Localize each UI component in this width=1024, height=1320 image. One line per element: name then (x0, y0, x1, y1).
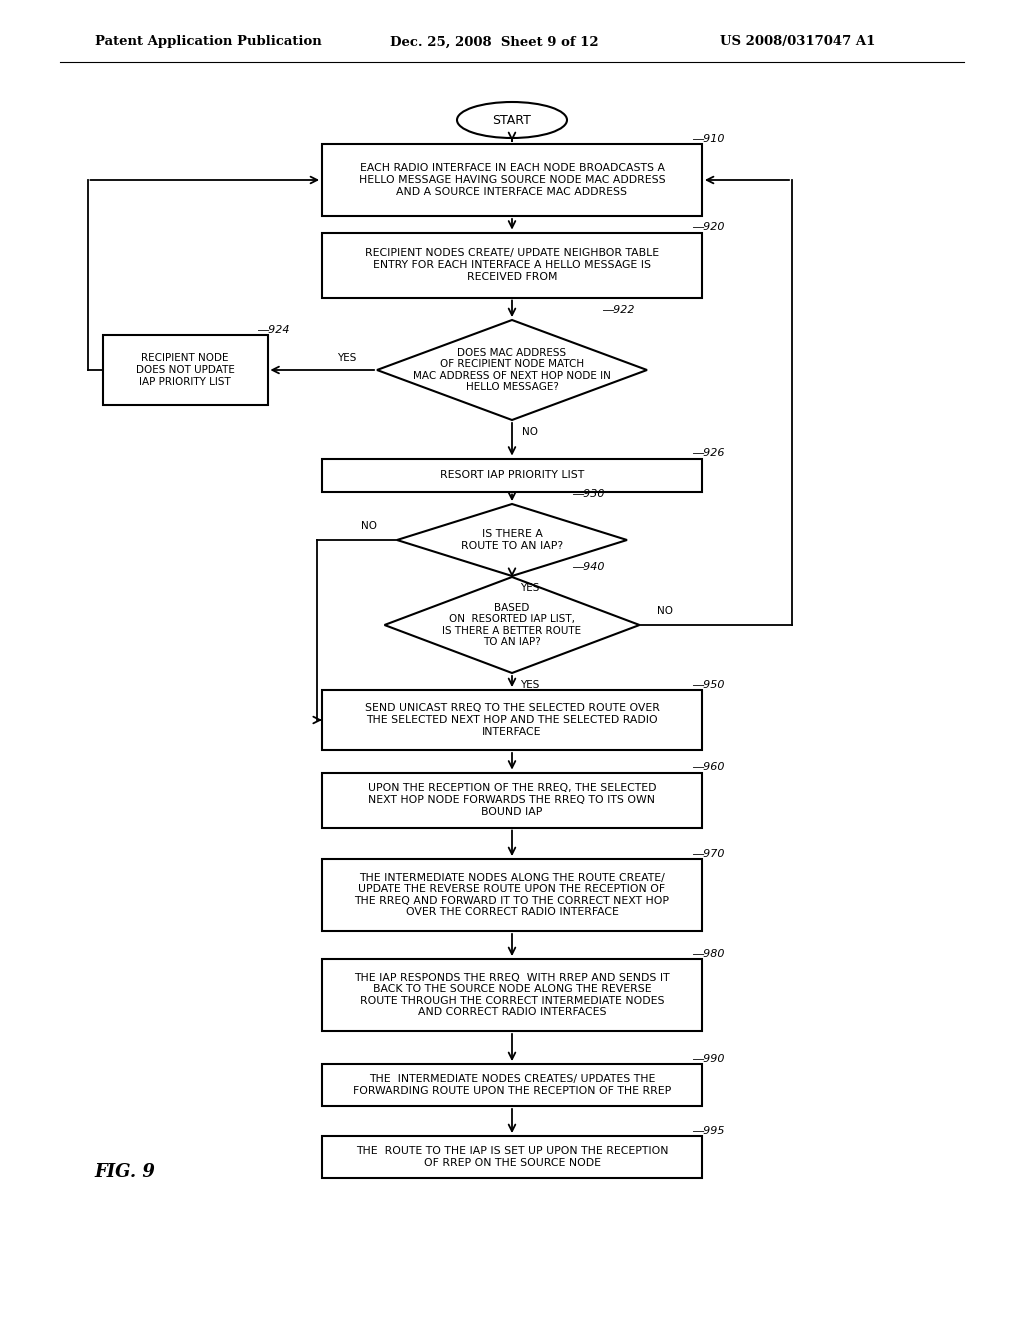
Text: ―926: ―926 (692, 449, 725, 458)
Text: NO: NO (522, 426, 538, 437)
Text: YES: YES (520, 583, 540, 593)
Text: DOES MAC ADDRESS
OF RECIPIENT NODE MATCH
MAC ADDRESS OF NEXT HOP NODE IN
HELLO M: DOES MAC ADDRESS OF RECIPIENT NODE MATCH… (413, 347, 611, 392)
Text: START: START (493, 114, 531, 127)
Text: ―924: ―924 (257, 325, 290, 335)
Text: ―910: ―910 (692, 135, 725, 144)
Text: ―995: ―995 (692, 1126, 725, 1137)
Text: RECIPIENT NODES CREATE/ UPDATE NEIGHBOR TABLE
ENTRY FOR EACH INTERFACE A HELLO M: RECIPIENT NODES CREATE/ UPDATE NEIGHBOR … (365, 248, 659, 281)
Text: ―970: ―970 (692, 849, 725, 859)
Text: YES: YES (520, 680, 540, 690)
Text: ―950: ―950 (692, 680, 725, 690)
Text: YES: YES (337, 352, 356, 363)
Polygon shape (377, 319, 647, 420)
Polygon shape (397, 504, 627, 576)
Text: THE  ROUTE TO THE IAP IS SET UP UPON THE RECEPTION
OF RREP ON THE SOURCE NODE: THE ROUTE TO THE IAP IS SET UP UPON THE … (355, 1146, 669, 1168)
Ellipse shape (457, 102, 567, 139)
Text: THE IAP RESPONDS THE RREQ  WITH RREP AND SENDS IT
BACK TO THE SOURCE NODE ALONG : THE IAP RESPONDS THE RREQ WITH RREP AND … (354, 973, 670, 1018)
Text: ―990: ―990 (692, 1053, 725, 1064)
Text: RESORT IAP PRIORITY LIST: RESORT IAP PRIORITY LIST (440, 470, 584, 480)
FancyBboxPatch shape (102, 335, 267, 405)
Polygon shape (384, 577, 640, 673)
FancyBboxPatch shape (322, 1137, 702, 1177)
Text: ―922: ―922 (602, 305, 635, 315)
FancyBboxPatch shape (322, 859, 702, 931)
FancyBboxPatch shape (322, 1064, 702, 1106)
Text: US 2008/0317047 A1: US 2008/0317047 A1 (720, 36, 876, 49)
Text: THE INTERMEDIATE NODES ALONG THE ROUTE CREATE/
UPDATE THE REVERSE ROUTE UPON THE: THE INTERMEDIATE NODES ALONG THE ROUTE C… (354, 873, 670, 917)
Text: Patent Application Publication: Patent Application Publication (95, 36, 322, 49)
Text: SEND UNICAST RREQ TO THE SELECTED ROUTE OVER
THE SELECTED NEXT HOP AND THE SELEC: SEND UNICAST RREQ TO THE SELECTED ROUTE … (365, 704, 659, 737)
Text: ―930: ―930 (572, 488, 604, 499)
FancyBboxPatch shape (322, 960, 702, 1031)
Text: UPON THE RECEPTION OF THE RREQ, THE SELECTED
NEXT HOP NODE FORWARDS THE RREQ TO : UPON THE RECEPTION OF THE RREQ, THE SELE… (368, 783, 656, 817)
FancyBboxPatch shape (322, 690, 702, 750)
Text: Dec. 25, 2008  Sheet 9 of 12: Dec. 25, 2008 Sheet 9 of 12 (390, 36, 599, 49)
Text: ―980: ―980 (692, 949, 725, 960)
Text: ―940: ―940 (572, 562, 604, 572)
FancyBboxPatch shape (322, 144, 702, 216)
Text: THE  INTERMEDIATE NODES CREATES/ UPDATES THE
FORWARDING ROUTE UPON THE RECEPTION: THE INTERMEDIATE NODES CREATES/ UPDATES … (353, 1074, 671, 1096)
Text: RECIPIENT NODE
DOES NOT UPDATE
IAP PRIORITY LIST: RECIPIENT NODE DOES NOT UPDATE IAP PRIOR… (135, 354, 234, 387)
FancyBboxPatch shape (322, 458, 702, 491)
Text: NO: NO (361, 521, 377, 531)
Text: NO: NO (656, 606, 673, 616)
FancyBboxPatch shape (322, 772, 702, 828)
Text: ―960: ―960 (692, 763, 725, 772)
Text: EACH RADIO INTERFACE IN EACH NODE BROADCASTS A
HELLO MESSAGE HAVING SOURCE NODE : EACH RADIO INTERFACE IN EACH NODE BROADC… (358, 164, 666, 197)
FancyBboxPatch shape (322, 232, 702, 297)
Text: FIG. 9: FIG. 9 (94, 1163, 156, 1181)
Text: IS THERE A
ROUTE TO AN IAP?: IS THERE A ROUTE TO AN IAP? (461, 529, 563, 550)
Text: ―920: ―920 (692, 223, 725, 232)
Text: BASED
ON  RESORTED IAP LIST,
IS THERE A BETTER ROUTE
TO AN IAP?: BASED ON RESORTED IAP LIST, IS THERE A B… (442, 603, 582, 647)
